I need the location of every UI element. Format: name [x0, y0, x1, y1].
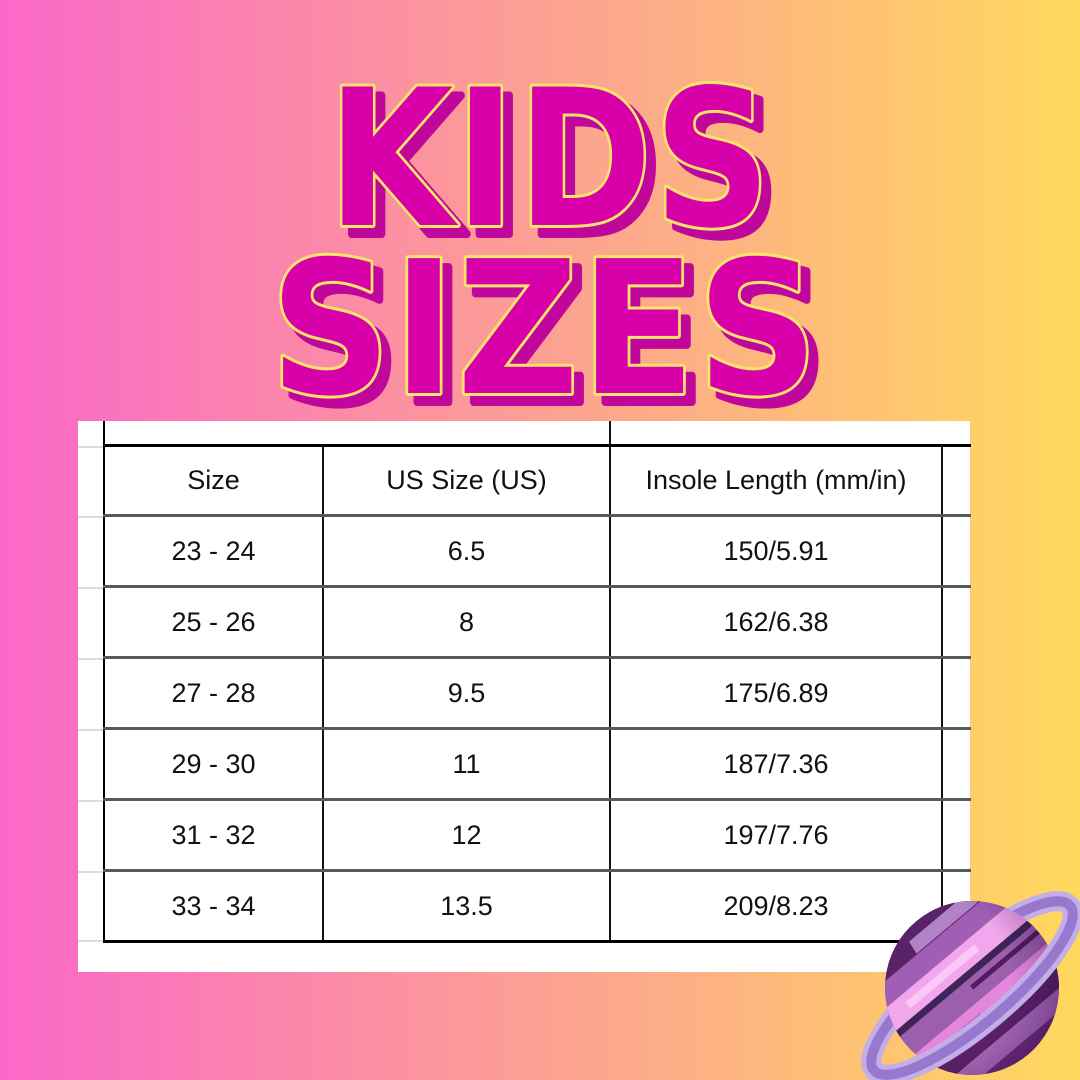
cell-size: 27 - 28 [103, 656, 324, 730]
table-header-row: Size US Size (US) Insole Length (mm/in) [103, 444, 971, 517]
saturn-planet-icon [852, 865, 1080, 1080]
sheet-gridline [78, 940, 103, 942]
cell-size: 33 - 34 [103, 869, 324, 943]
title-line1-shadow: KIDS [337, 58, 782, 279]
header-us-size: US Size (US) [322, 444, 611, 517]
cell-insole: 162/6.38 [609, 585, 943, 659]
page-title: KIDS KIDS SIZES SIZES [267, 46, 831, 440]
cell-insole: 150/5.91 [609, 514, 943, 588]
sheet-gridline [78, 800, 103, 802]
cell-us-size: 8 [322, 585, 611, 659]
sheet-gridline [78, 658, 103, 660]
header-insole-length: Insole Length (mm/in) [609, 444, 943, 517]
title-line1: KIDS [328, 49, 773, 270]
cell-empty [941, 798, 971, 872]
header-empty [941, 444, 971, 517]
sheet-gridline [78, 516, 103, 518]
table-row: 25 - 26 8 162/6.38 [103, 585, 971, 659]
partial-cell [103, 421, 611, 447]
sheet-gridline [78, 871, 103, 873]
sheet-gridline [78, 729, 103, 731]
sheet-gridline [78, 587, 103, 589]
table-row: 31 - 32 12 197/7.76 [103, 798, 971, 872]
cell-size: 29 - 30 [103, 727, 324, 801]
cell-us-size: 13.5 [322, 869, 611, 943]
cell-us-size: 6.5 [322, 514, 611, 588]
cell-empty [941, 656, 971, 730]
table-row: 33 - 34 13.5 209/8.23 [103, 869, 971, 943]
title-line2: SIZES [270, 221, 820, 437]
cell-empty [941, 514, 971, 588]
cell-insole: 187/7.36 [609, 727, 943, 801]
sheet-gridline [78, 446, 103, 448]
cell-size: 25 - 26 [103, 585, 324, 659]
cell-us-size: 12 [322, 798, 611, 872]
cell-empty [941, 727, 971, 801]
title-line2-shadow: SIZES [279, 230, 829, 440]
size-chart-card: Size US Size (US) Insole Length (mm/in) … [78, 421, 971, 972]
table-row: 27 - 28 9.5 175/6.89 [103, 656, 971, 730]
table-row: 23 - 24 6.5 150/5.91 [103, 514, 971, 588]
cell-size: 23 - 24 [103, 514, 324, 588]
cell-us-size: 9.5 [322, 656, 611, 730]
table-row: 29 - 30 11 187/7.36 [103, 727, 971, 801]
cell-us-size: 11 [322, 727, 611, 801]
cell-size: 31 - 32 [103, 798, 324, 872]
header-size: Size [103, 444, 324, 517]
cell-insole: 209/8.23 [609, 869, 943, 943]
size-table: Size US Size (US) Insole Length (mm/in) … [103, 421, 971, 943]
cell-insole: 197/7.76 [609, 798, 943, 872]
partial-cell [609, 421, 971, 447]
cell-insole: 175/6.89 [609, 656, 943, 730]
cell-empty [941, 585, 971, 659]
table-partial-top-row [103, 421, 971, 447]
